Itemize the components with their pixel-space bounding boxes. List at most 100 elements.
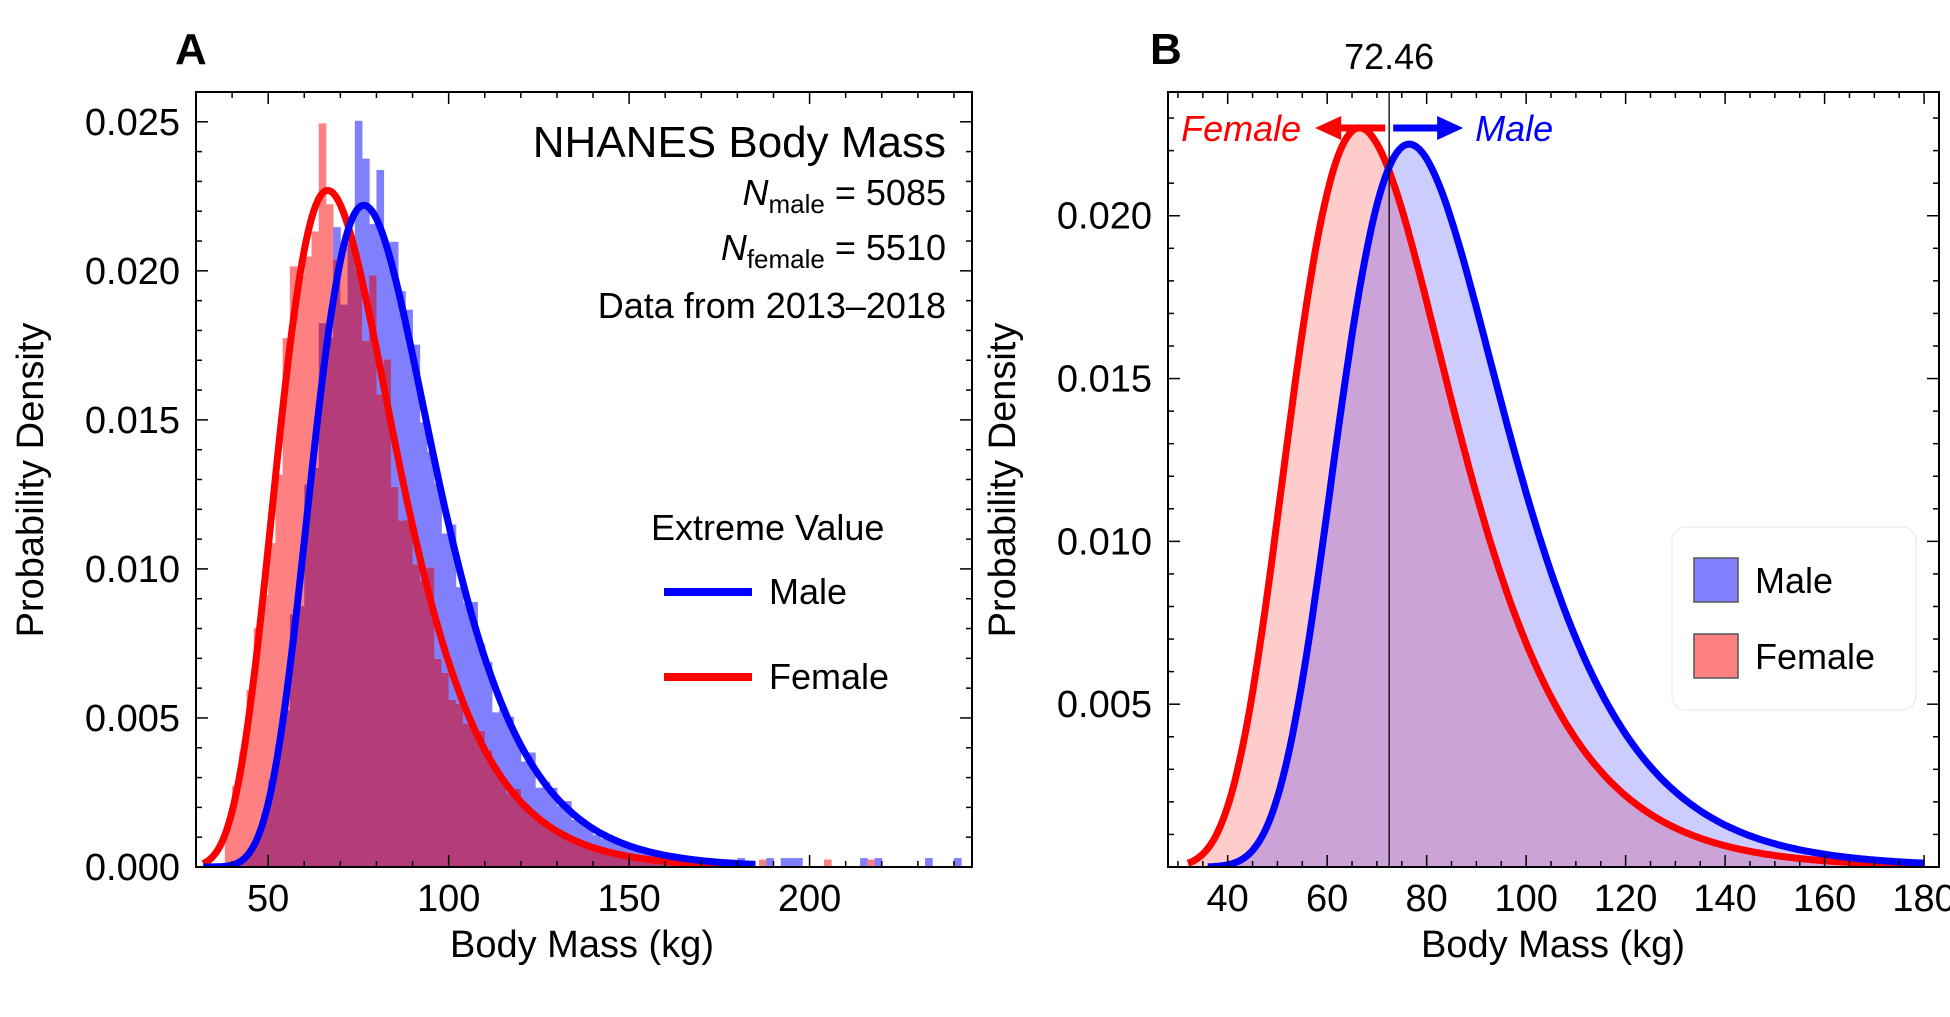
hist-bar-male — [405, 309, 413, 520]
density-areas — [1186, 124, 1926, 867]
x-tick-label-b: 60 — [1306, 878, 1348, 920]
hist-bar-overlap — [434, 658, 442, 867]
hist-bar-overlap — [542, 825, 551, 867]
y-tick-label-b: 0.020 — [1057, 196, 1152, 238]
hist-bar-male — [795, 858, 803, 867]
histogram — [224, 120, 962, 867]
legend-b-male-swatch — [1693, 557, 1739, 603]
hist-bar-female — [304, 256, 312, 485]
x-axis-title-b: Body Mass (kg) — [1421, 924, 1685, 966]
female-density-curve — [1186, 124, 1926, 867]
hist-bar-overlap — [571, 840, 579, 867]
hist-bar-overlap — [549, 827, 558, 867]
hist-bar-male — [621, 846, 630, 855]
hist-bar-female — [311, 231, 320, 468]
hist-bar-female — [253, 628, 262, 837]
hist-bar-female — [325, 204, 334, 338]
x-tick-label-b: 100 — [1494, 878, 1557, 920]
male-arrow-label: Male — [1475, 108, 1553, 149]
hist-bar-male — [535, 787, 543, 817]
date-range-label: Data from 2013–2018 — [598, 285, 946, 326]
y-tick-label-b: 0.005 — [1057, 684, 1152, 726]
hist-bar-overlap — [268, 780, 276, 867]
hist-bar-overlap — [333, 259, 341, 867]
hist-bar-female — [282, 338, 291, 711]
hist-bar-male — [520, 761, 529, 806]
hist-bar-male — [477, 644, 486, 731]
hist-bar-male — [506, 716, 515, 794]
hist-bar-overlap — [441, 672, 450, 867]
hist-bar-overlap — [275, 743, 284, 867]
hist-bar-overlap — [289, 614, 298, 867]
hist-bar-male — [542, 781, 551, 826]
hist-bar-overlap — [369, 275, 377, 867]
hist-bar-overlap — [491, 767, 500, 867]
panel-a-letter: A — [175, 25, 207, 74]
hist-bar-female — [268, 543, 276, 781]
annotation-box: NHANES Body Mass Nmale = 5085 Nfemale = … — [533, 118, 946, 326]
hist-bar-overlap — [390, 486, 399, 867]
hist-bar-overlap — [506, 793, 515, 867]
y-tick-label-a: 0.005 — [85, 698, 180, 740]
hist-bar-overlap — [520, 805, 529, 867]
n-male-value: = 5085 — [825, 172, 946, 213]
x-tick-label-a: 150 — [597, 878, 660, 920]
hist-bar-male — [491, 712, 500, 768]
hist-bar-overlap — [325, 337, 334, 867]
x-tick-label-a: 50 — [247, 878, 289, 920]
hist-bar-male — [354, 120, 363, 271]
hist-bar-female — [246, 690, 255, 854]
hist-bar-overlap — [448, 699, 457, 867]
x-tick-label-b: 160 — [1793, 878, 1856, 920]
hist-bar-male — [629, 847, 637, 858]
hist-bar-female — [318, 123, 327, 323]
legend-a-female-label: Female — [769, 656, 889, 697]
legend-a: Extreme Value Male Female — [651, 507, 889, 697]
hist-bar-female — [759, 859, 767, 867]
axis-ticks-a: 50 100 150 200 0.000 0.005 0.010 0.015 0.020 0.02… — [85, 92, 972, 920]
hist-bar-male — [860, 858, 868, 867]
x-tick-label-b: 180 — [1892, 878, 1950, 920]
hist-bar-male — [549, 787, 558, 828]
hist-bar-overlap — [297, 606, 305, 867]
hist-bar-overlap — [499, 779, 507, 867]
hist-bar-male — [556, 805, 565, 831]
hist-bar-male — [787, 858, 796, 867]
x-tick-label-b: 40 — [1207, 878, 1249, 920]
n-male-subscript: male — [769, 189, 825, 219]
male-density-area — [1207, 144, 1925, 867]
male-density-curve — [1206, 140, 1926, 867]
hist-bar-female — [867, 859, 875, 867]
hist-bar-overlap — [629, 857, 637, 867]
hist-bar-male — [564, 801, 572, 838]
hist-bar-male — [369, 224, 377, 276]
hist-bar-overlap — [556, 830, 565, 867]
hist-bar-female — [824, 859, 832, 867]
hist-bar-overlap — [260, 813, 269, 867]
hist-bar-overlap — [636, 858, 644, 867]
hist-bar-female — [224, 826, 233, 866]
hist-bar-male — [419, 422, 428, 581]
hist-bar-overlap — [600, 851, 608, 867]
hist-bar-male — [390, 241, 399, 487]
y-axis-title-a: Probability Density — [10, 323, 52, 638]
male-arrow-head — [1437, 116, 1464, 140]
hist-bar-male — [376, 170, 385, 395]
hist-bar-male — [614, 842, 623, 854]
hist-bar-male — [333, 227, 341, 260]
hist-bar-overlap — [535, 816, 543, 867]
hist-bar-female — [297, 275, 305, 607]
hist-bar-overlap — [246, 853, 255, 867]
hist-bar-female — [232, 785, 240, 864]
x-axis-title-a: Body Mass (kg) — [450, 924, 714, 966]
hist-bar-male — [362, 158, 370, 341]
n-female-value: = 5510 — [825, 227, 946, 268]
n-female-label: Nfemale = 5510 — [721, 227, 946, 274]
n-female-subscript: female — [747, 244, 825, 274]
hist-bar-male — [383, 242, 392, 360]
hist-bar-male — [766, 858, 774, 867]
hist-bar-female — [340, 247, 348, 305]
direction-arrows: Female Male — [1181, 108, 1553, 149]
hist-bar-overlap — [340, 304, 348, 867]
hist-bar-overlap — [318, 322, 327, 867]
